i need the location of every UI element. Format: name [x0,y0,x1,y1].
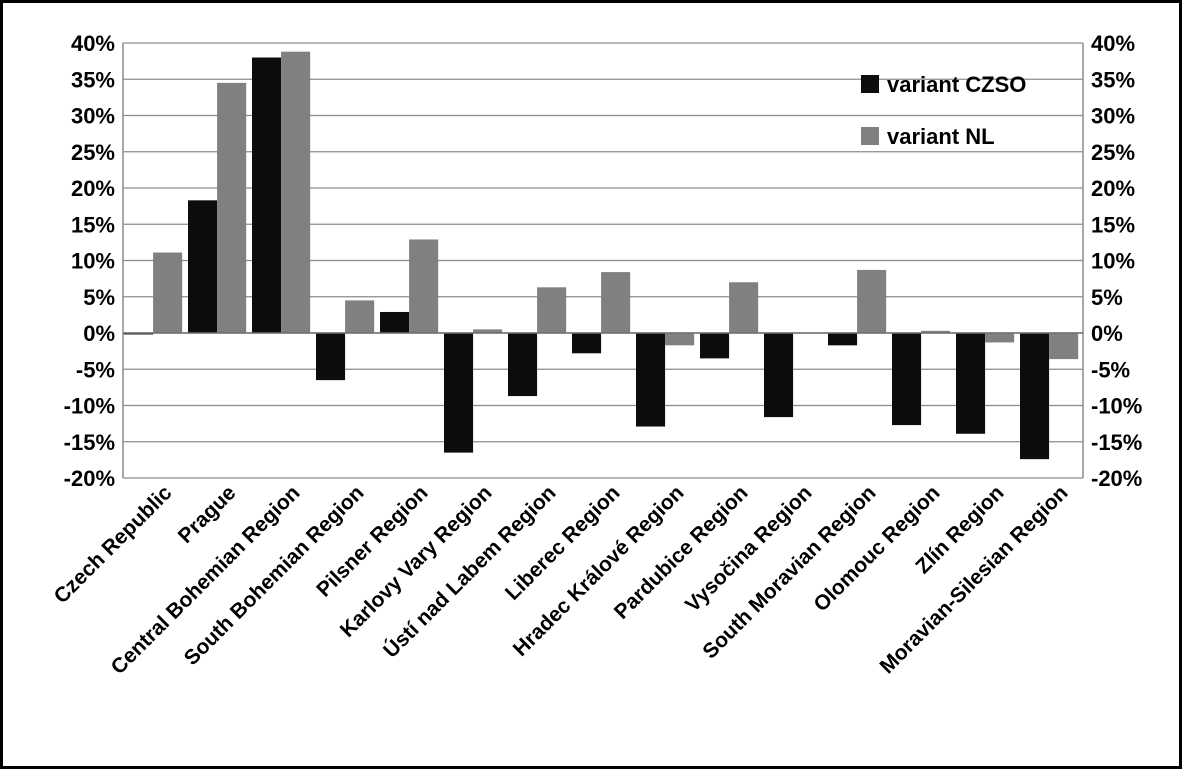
bar-chart: 40% 40% 35% 35% 30% 30% 25% 25% 20% 20% 15% 15% 10% 1… [50,31,1143,679]
y-tick-label-right: 15% [1091,212,1135,237]
bar-czso [636,333,666,427]
y-tick-label-left: 35% [71,67,115,92]
bar-czso [444,333,474,453]
category-label: Czech Republic [50,481,177,608]
bar-nl [217,82,247,333]
bar-nl [537,287,567,333]
y-tick-label-left: 5% [83,285,115,310]
bar-nl [409,239,439,333]
y-tick-label-right: -5% [1091,357,1130,382]
y-tick-label-left: 25% [71,140,115,165]
bar-czso [1020,333,1050,460]
bar-czso [892,333,922,426]
y-tick-label-right: 0% [1091,321,1123,346]
y-tick-label-right: 10% [1091,249,1135,274]
y-tick-label-right: -20% [1091,466,1142,491]
legend-swatch-czso [861,75,879,93]
bar-nl [281,51,311,333]
y-tick-label-right: 40% [1091,31,1135,56]
bar-czso [700,333,730,359]
bar-czso [316,333,346,381]
bar-nl [921,330,951,333]
y-tick-label-left: 0% [83,321,115,346]
legend-label: variant NL [887,124,995,149]
y-tick-label-left: -20% [64,466,115,491]
bar-nl [857,269,887,333]
bar-nl [665,333,695,346]
y-tick-label-right: 5% [1091,285,1123,310]
y-tick-label-right: 20% [1091,176,1135,201]
bar-czso [380,311,410,333]
bar-czso [956,333,986,434]
y-tick-label-right: 30% [1091,104,1135,129]
y-tick-label-left: 10% [71,249,115,274]
bar-nl [601,272,631,333]
y-tick-label-left: 30% [71,104,115,129]
legend-swatch-nl [861,127,879,145]
bar-nl [153,252,183,333]
y-tick-label-left: 15% [71,212,115,237]
bar-czso [252,57,282,333]
bar-czso [764,333,794,418]
bar-nl [345,300,375,333]
bar-czso [508,333,538,397]
y-tick-label-left: -10% [64,394,115,419]
y-tick-label-right: 35% [1091,67,1135,92]
y-tick-label-right: -10% [1091,394,1142,419]
y-tick-label-left: -15% [64,430,115,455]
y-tick-label-left: 20% [71,176,115,201]
y-tick-label-left: 40% [71,31,115,56]
bar-czso [188,200,218,333]
bar-nl [729,282,759,333]
y-tick-label-right: 25% [1091,140,1135,165]
bar-czso [828,333,858,346]
bar-nl [473,329,503,333]
bar-czso [572,333,602,354]
category-label: Liberec Region [501,481,625,605]
bar-nl [985,333,1015,343]
y-tick-label-left: -5% [76,357,115,382]
y-tick-label-right: -15% [1091,430,1142,455]
bar-nl [1049,333,1079,360]
category-label: Pilsner Region [312,481,432,601]
legend-label: variant CZSO [887,72,1026,97]
